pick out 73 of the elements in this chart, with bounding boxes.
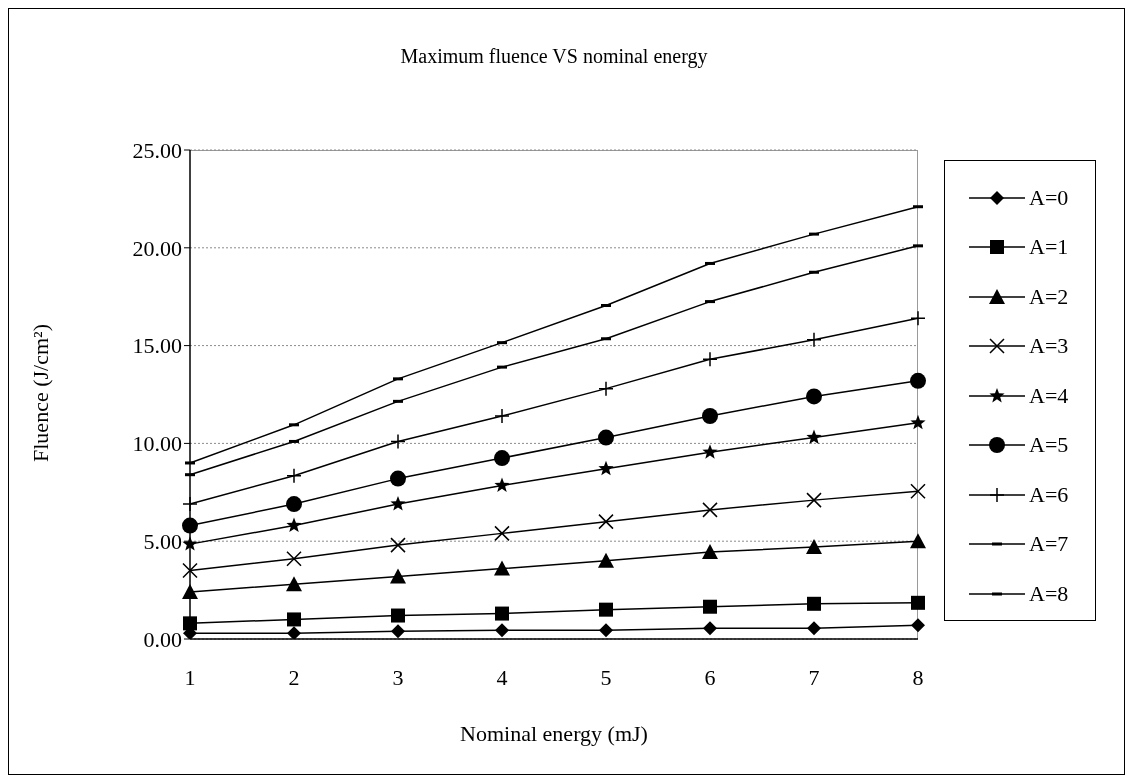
point	[287, 626, 301, 639]
point	[702, 543, 718, 559]
y-tick-label: 15.00	[132, 333, 182, 359]
y-tick-label: 5.00	[143, 529, 182, 555]
legend-label: A=8	[1029, 580, 1069, 607]
point	[494, 477, 510, 492]
legend-label: A=6	[1029, 481, 1069, 508]
x-tick-label: 7	[808, 664, 820, 690]
chart-title: Maximum fluence VS nominal energy	[399, 45, 709, 68]
point	[910, 533, 926, 549]
point	[391, 624, 405, 639]
point	[390, 470, 406, 487]
point	[599, 602, 613, 617]
x-tick-label: 4	[496, 664, 508, 690]
point	[807, 621, 821, 636]
point	[286, 496, 302, 513]
point	[182, 517, 198, 534]
legend-label: A=7	[1029, 531, 1069, 558]
point	[286, 517, 302, 533]
point	[599, 623, 613, 638]
point	[286, 576, 302, 592]
point	[391, 608, 405, 623]
point	[286, 551, 302, 567]
point	[598, 460, 614, 476]
point	[598, 513, 614, 530]
x-tick-label: 1	[184, 664, 196, 690]
x-tick-label: 8	[912, 664, 924, 690]
point	[494, 525, 510, 542]
x-tick-label: 5	[600, 664, 612, 690]
y-axis-title: Fluence (J/cm²)	[28, 323, 54, 464]
x-axis-title: Nominal energy (mJ)	[460, 721, 648, 746]
point	[910, 372, 926, 389]
point	[806, 539, 822, 555]
y-tick-label: 10.00	[132, 431, 182, 457]
point	[494, 450, 510, 467]
point	[495, 606, 509, 621]
point	[182, 584, 198, 600]
point	[390, 537, 406, 553]
y-tick-label: 0.00	[143, 626, 182, 652]
point	[807, 596, 821, 611]
point	[911, 595, 925, 610]
point	[703, 621, 717, 636]
legend-label: A=5	[1029, 432, 1069, 459]
point	[182, 562, 198, 579]
x-tick-label: 2	[288, 664, 300, 690]
point	[182, 536, 198, 551]
legend-label: A=3	[1029, 333, 1069, 360]
x-tick-label: 6	[704, 664, 716, 690]
legend-label: A=4	[1029, 382, 1069, 409]
legend-label: A=0	[1029, 184, 1069, 211]
point	[494, 560, 510, 576]
x-tick-label: 3	[392, 664, 404, 690]
point	[806, 492, 822, 508]
point	[910, 414, 926, 430]
point	[702, 502, 718, 518]
point	[287, 612, 301, 627]
point	[806, 429, 822, 444]
point	[598, 552, 614, 568]
point	[911, 618, 925, 633]
point	[702, 444, 718, 459]
point	[183, 616, 197, 631]
point	[598, 429, 614, 446]
point	[390, 568, 406, 584]
legend-label: A=1	[1029, 234, 1069, 261]
legend-label: A=2	[1029, 283, 1069, 310]
y-tick-label: 20.00	[132, 235, 182, 261]
y-tick-label: 25.00	[132, 137, 182, 163]
point	[910, 483, 926, 500]
point	[703, 599, 717, 614]
point	[702, 408, 718, 425]
point	[806, 388, 822, 405]
point	[390, 496, 406, 511]
point	[495, 623, 509, 638]
